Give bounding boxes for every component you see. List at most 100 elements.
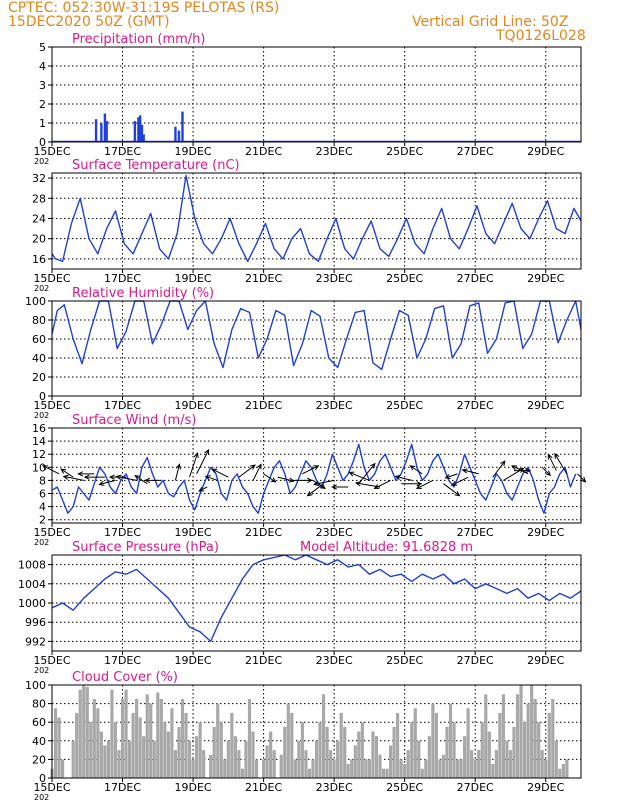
- cloud-bar: [71, 740, 75, 778]
- cloud-bar: [57, 717, 61, 778]
- x-year-fragment: 202: [34, 793, 49, 800]
- grid-note: Vertical Grid Line: 50Z: [412, 14, 569, 30]
- pressure-annotation: Model Altitude: 91.6828 m: [300, 540, 473, 555]
- wind-arrow-head: [193, 452, 199, 459]
- wind-arrow: [577, 473, 586, 483]
- x-tick-label: 19DEC: [175, 145, 212, 158]
- y-tick-label: 60: [32, 333, 46, 346]
- wind-arrow-head: [249, 464, 256, 470]
- wind-arrow: [212, 468, 229, 478]
- cloud-bar: [350, 759, 354, 778]
- cloud-bar: [565, 759, 569, 778]
- x-tick-label: 29DEC: [527, 526, 564, 539]
- cloud-bar: [381, 768, 386, 778]
- cloud-bar: [230, 712, 234, 778]
- y-tick-label: 32: [32, 172, 46, 185]
- wind-arrow-head: [415, 484, 422, 489]
- y-tick-label: 28: [32, 192, 46, 205]
- y-tick-label: 8: [39, 474, 46, 487]
- x-tick-label: 29DEC: [527, 781, 564, 794]
- station-title: CPTEC: 052:30W-31:19S PELOTAS (RS): [8, 0, 280, 16]
- x-tick-label: 29DEC: [527, 272, 564, 285]
- cloud-bar: [498, 712, 502, 778]
- x-tick-label: 25DEC: [386, 399, 423, 412]
- x-year-fragment: 202: [34, 538, 49, 547]
- cloud-bar: [491, 764, 495, 778]
- cloud-bar: [173, 750, 178, 778]
- wind-arrow-head: [211, 468, 218, 474]
- cloud-bar: [82, 685, 86, 778]
- cloud-bar: [106, 740, 111, 778]
- cloud-bar: [487, 731, 491, 778]
- wind-arrow: [99, 479, 116, 485]
- x-tick-label: 27DEC: [457, 654, 494, 667]
- y-tick-label: 1000: [18, 597, 46, 610]
- wind-arrow-head: [331, 484, 337, 490]
- x-tick-label: 23DEC: [316, 781, 353, 794]
- cloud-bar: [463, 736, 467, 778]
- wind-arrow-head: [348, 471, 355, 477]
- cloud-bar: [216, 703, 220, 778]
- cloud-bar: [300, 722, 304, 778]
- wind-arrow-head: [500, 460, 506, 467]
- x-tick-label: 25DEC: [386, 654, 423, 667]
- cloud-bar: [480, 722, 484, 778]
- x-tick-label: 17DEC: [104, 781, 141, 794]
- wind-arrow-head: [204, 475, 211, 481]
- cloud-bar: [187, 740, 192, 778]
- cloud-bar: [353, 745, 357, 778]
- cloud-bar: [477, 750, 481, 778]
- wind-arrow-head: [545, 470, 552, 477]
- cloud-bar: [92, 698, 96, 778]
- cloud-bar: [360, 722, 364, 778]
- cloud-bar: [445, 726, 449, 778]
- y-tick-label: 12: [32, 448, 46, 461]
- cloud-bar: [286, 703, 290, 778]
- cloud-bar: [515, 694, 520, 778]
- wind-arrow: [252, 464, 262, 481]
- wind-arrow-head: [98, 480, 105, 486]
- cloud-bar: [470, 750, 474, 778]
- panel-frame: [51, 172, 582, 270]
- x-tick-label: 25DEC: [386, 781, 423, 794]
- wind-arrow-head: [461, 468, 468, 474]
- cloud-bar: [339, 712, 343, 778]
- wind-arrow-head: [444, 474, 451, 479]
- x-tick-label: 19DEC: [175, 526, 212, 539]
- cloud-bar: [466, 708, 470, 778]
- cloud-bar: [85, 686, 89, 778]
- cloud-bar: [371, 731, 375, 778]
- precip-bar: [174, 126, 177, 142]
- cloud-bar: [441, 754, 446, 778]
- x-tick-label: 27DEC: [457, 526, 494, 539]
- cloud-bar: [131, 712, 135, 778]
- wind-arrow: [238, 464, 256, 478]
- x-tick-label: 23DEC: [316, 272, 353, 285]
- cloud-bar: [307, 768, 312, 778]
- cloud-bar: [537, 722, 541, 778]
- cloud-bar: [378, 754, 382, 778]
- cloud-bar: [237, 750, 241, 778]
- y-tick-label: 6: [39, 488, 46, 501]
- x-tick-label: 23DEC: [316, 654, 353, 667]
- wind-arrow: [307, 483, 324, 497]
- precip-bar: [140, 124, 144, 142]
- x-tick-label: 21DEC: [245, 781, 282, 794]
- cloud-bar: [53, 708, 58, 778]
- cloud-bar: [311, 759, 315, 778]
- cloud-bar: [117, 750, 121, 778]
- x-tick-label: 19DEC: [175, 272, 212, 285]
- model-code: TQ0126L028: [496, 28, 586, 44]
- cloud-bar: [512, 726, 516, 778]
- cloud-bar: [505, 740, 509, 778]
- cloud-bar: [417, 740, 421, 778]
- y-tick-label: 1008: [18, 559, 46, 572]
- x-tick-label: 27DEC: [457, 145, 494, 158]
- wind-arrow: [174, 464, 180, 481]
- cloud-bar: [127, 740, 132, 778]
- wind-arrow-head: [256, 463, 262, 470]
- cloud-bar: [184, 712, 188, 778]
- wind-arrow: [263, 473, 276, 483]
- y-tick-label: 40: [32, 352, 46, 365]
- x-tick-label: 15DEC: [33, 145, 70, 158]
